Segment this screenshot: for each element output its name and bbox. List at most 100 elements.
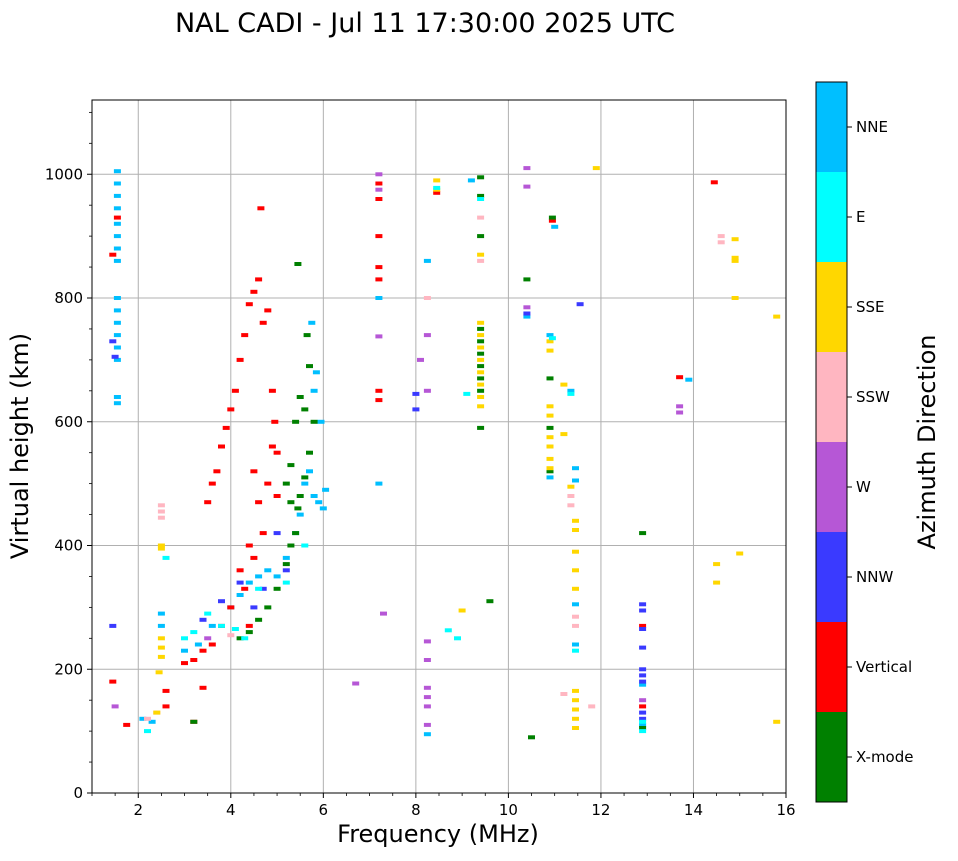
data-point: [282, 580, 290, 585]
data-point: [477, 197, 485, 201]
data-point: [296, 395, 304, 399]
data-point: [423, 658, 431, 662]
data-point: [113, 234, 121, 239]
data-point: [572, 623, 579, 628]
data-point: [572, 478, 579, 483]
data-point: [375, 197, 383, 201]
data-point: [567, 388, 575, 393]
data-point: [255, 574, 263, 579]
data-point: [282, 481, 290, 486]
data-point: [264, 308, 272, 313]
data-point: [375, 172, 383, 177]
data-point: [477, 215, 485, 220]
data-point: [296, 494, 304, 498]
data-point: [271, 419, 279, 424]
data-point: [322, 487, 330, 492]
data-point: [523, 314, 531, 319]
series-x-mode: [190, 175, 647, 740]
data-point: [181, 648, 188, 653]
data-point: [375, 296, 383, 300]
data-point: [423, 732, 431, 737]
data-point: [467, 178, 475, 183]
data-point: [572, 648, 579, 653]
x-tick-label: 4: [226, 801, 236, 819]
data-point: [375, 187, 383, 192]
colorbar-segment: [816, 712, 847, 802]
data-point: [255, 586, 263, 591]
data-point: [639, 719, 647, 724]
data-point: [218, 599, 225, 604]
data-point: [477, 370, 485, 375]
data-point: [546, 348, 554, 353]
colorbar-tick-label: SSW: [856, 388, 890, 406]
x-axis-label: Frequency (MHz): [337, 820, 539, 848]
x-tick-label: 16: [776, 801, 795, 819]
chart-title: NAL CADI - Jul 11 17:30:00 2025 UTC: [175, 8, 675, 39]
y-tick-label: 0: [73, 784, 83, 802]
data-point: [273, 494, 281, 498]
data-point: [255, 617, 263, 622]
data-point: [199, 648, 207, 653]
data-point: [546, 404, 554, 409]
x-tick-label: 14: [684, 801, 703, 819]
data-point: [588, 704, 596, 709]
data-point: [773, 314, 781, 319]
data-point: [301, 475, 309, 480]
data-point: [412, 391, 420, 396]
data-point: [548, 336, 556, 341]
colorbar-tick-label: W: [856, 478, 871, 496]
data-point: [523, 277, 531, 282]
colorbar-tick-label: X-mode: [856, 748, 913, 766]
data-point: [423, 685, 431, 690]
data-point: [245, 302, 253, 307]
data-point: [287, 543, 295, 548]
data-point: [423, 639, 431, 644]
data-point: [148, 719, 156, 724]
data-point: [458, 608, 466, 613]
data-point: [315, 500, 323, 505]
series-w: [111, 166, 684, 727]
data-point: [113, 320, 121, 325]
data-point: [423, 333, 431, 338]
data-point: [113, 308, 121, 313]
data-point: [639, 608, 647, 613]
data-point: [213, 469, 221, 474]
data-point: [241, 636, 249, 641]
data-point: [245, 623, 253, 628]
data-point: [676, 404, 684, 409]
data-point: [109, 252, 117, 257]
data-point: [245, 630, 253, 635]
data-point: [113, 258, 121, 263]
data-point: [639, 627, 647, 631]
data-point: [312, 370, 320, 375]
data-point: [477, 320, 485, 325]
data-point: [572, 707, 579, 712]
data-point: [139, 716, 147, 721]
data-point: [567, 503, 575, 508]
data-point: [375, 277, 383, 282]
data-point: [560, 382, 568, 387]
axes: 2 4 6 8 10 12 14 16 0 200 400 600 800 1000: [45, 111, 796, 819]
data-point: [567, 484, 575, 489]
data-point: [477, 382, 485, 387]
data-point: [227, 407, 235, 412]
data-point: [560, 432, 568, 437]
data-point: [546, 444, 554, 449]
data-point: [375, 398, 383, 403]
data-point: [731, 255, 739, 260]
data-point: [109, 623, 117, 628]
y-tick-label: 1000: [45, 165, 83, 183]
data-point: [639, 623, 647, 628]
data-point: [477, 364, 485, 369]
data-point: [572, 716, 579, 721]
data-point: [572, 518, 579, 523]
data-point: [113, 333, 121, 338]
data-point: [264, 605, 272, 610]
data-point: [113, 401, 121, 406]
x-tick-label: 2: [133, 801, 143, 819]
data-point: [639, 716, 647, 721]
data-point: [282, 568, 290, 573]
data-point: [208, 642, 216, 647]
data-point: [109, 679, 117, 684]
